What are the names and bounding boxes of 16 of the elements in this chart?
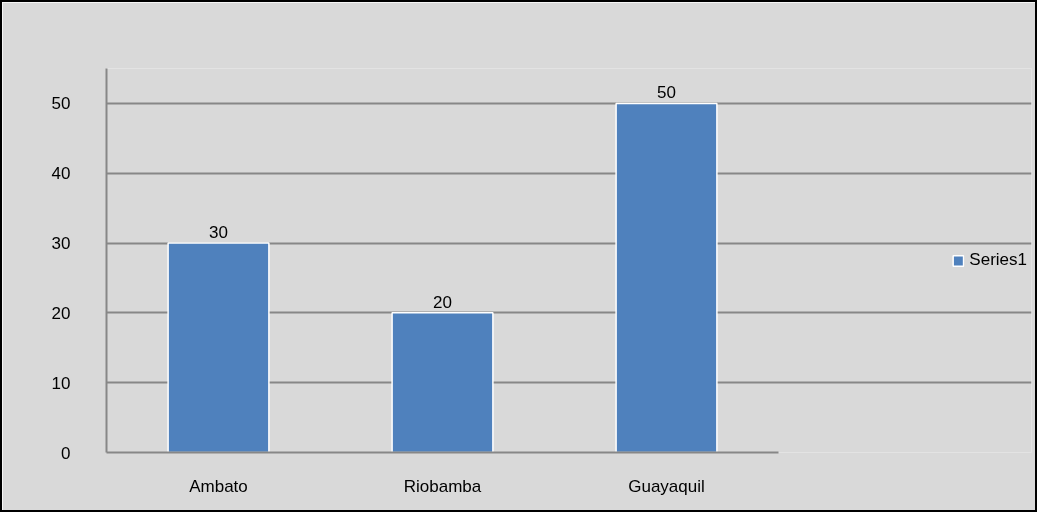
y-tick-label: 10: [51, 373, 71, 393]
x-tick-label: Ambato: [189, 476, 248, 496]
y-tick-label: 50: [51, 94, 71, 114]
bar: [615, 102, 718, 453]
x-tick-label: Riobamba: [403, 476, 482, 496]
y-tick-label: 30: [51, 234, 71, 254]
data-label: 50: [657, 83, 676, 103]
legend-label: Series1: [969, 250, 1027, 270]
bar: [391, 312, 494, 453]
data-label: 20: [433, 292, 452, 312]
bar: [167, 242, 270, 453]
y-tick-label: 0: [61, 443, 71, 463]
y-tick-label: 20: [51, 303, 71, 323]
x-tick-label: Guayaquil: [628, 476, 705, 496]
data-label: 30: [209, 223, 228, 243]
y-tick-label: 40: [51, 164, 71, 184]
